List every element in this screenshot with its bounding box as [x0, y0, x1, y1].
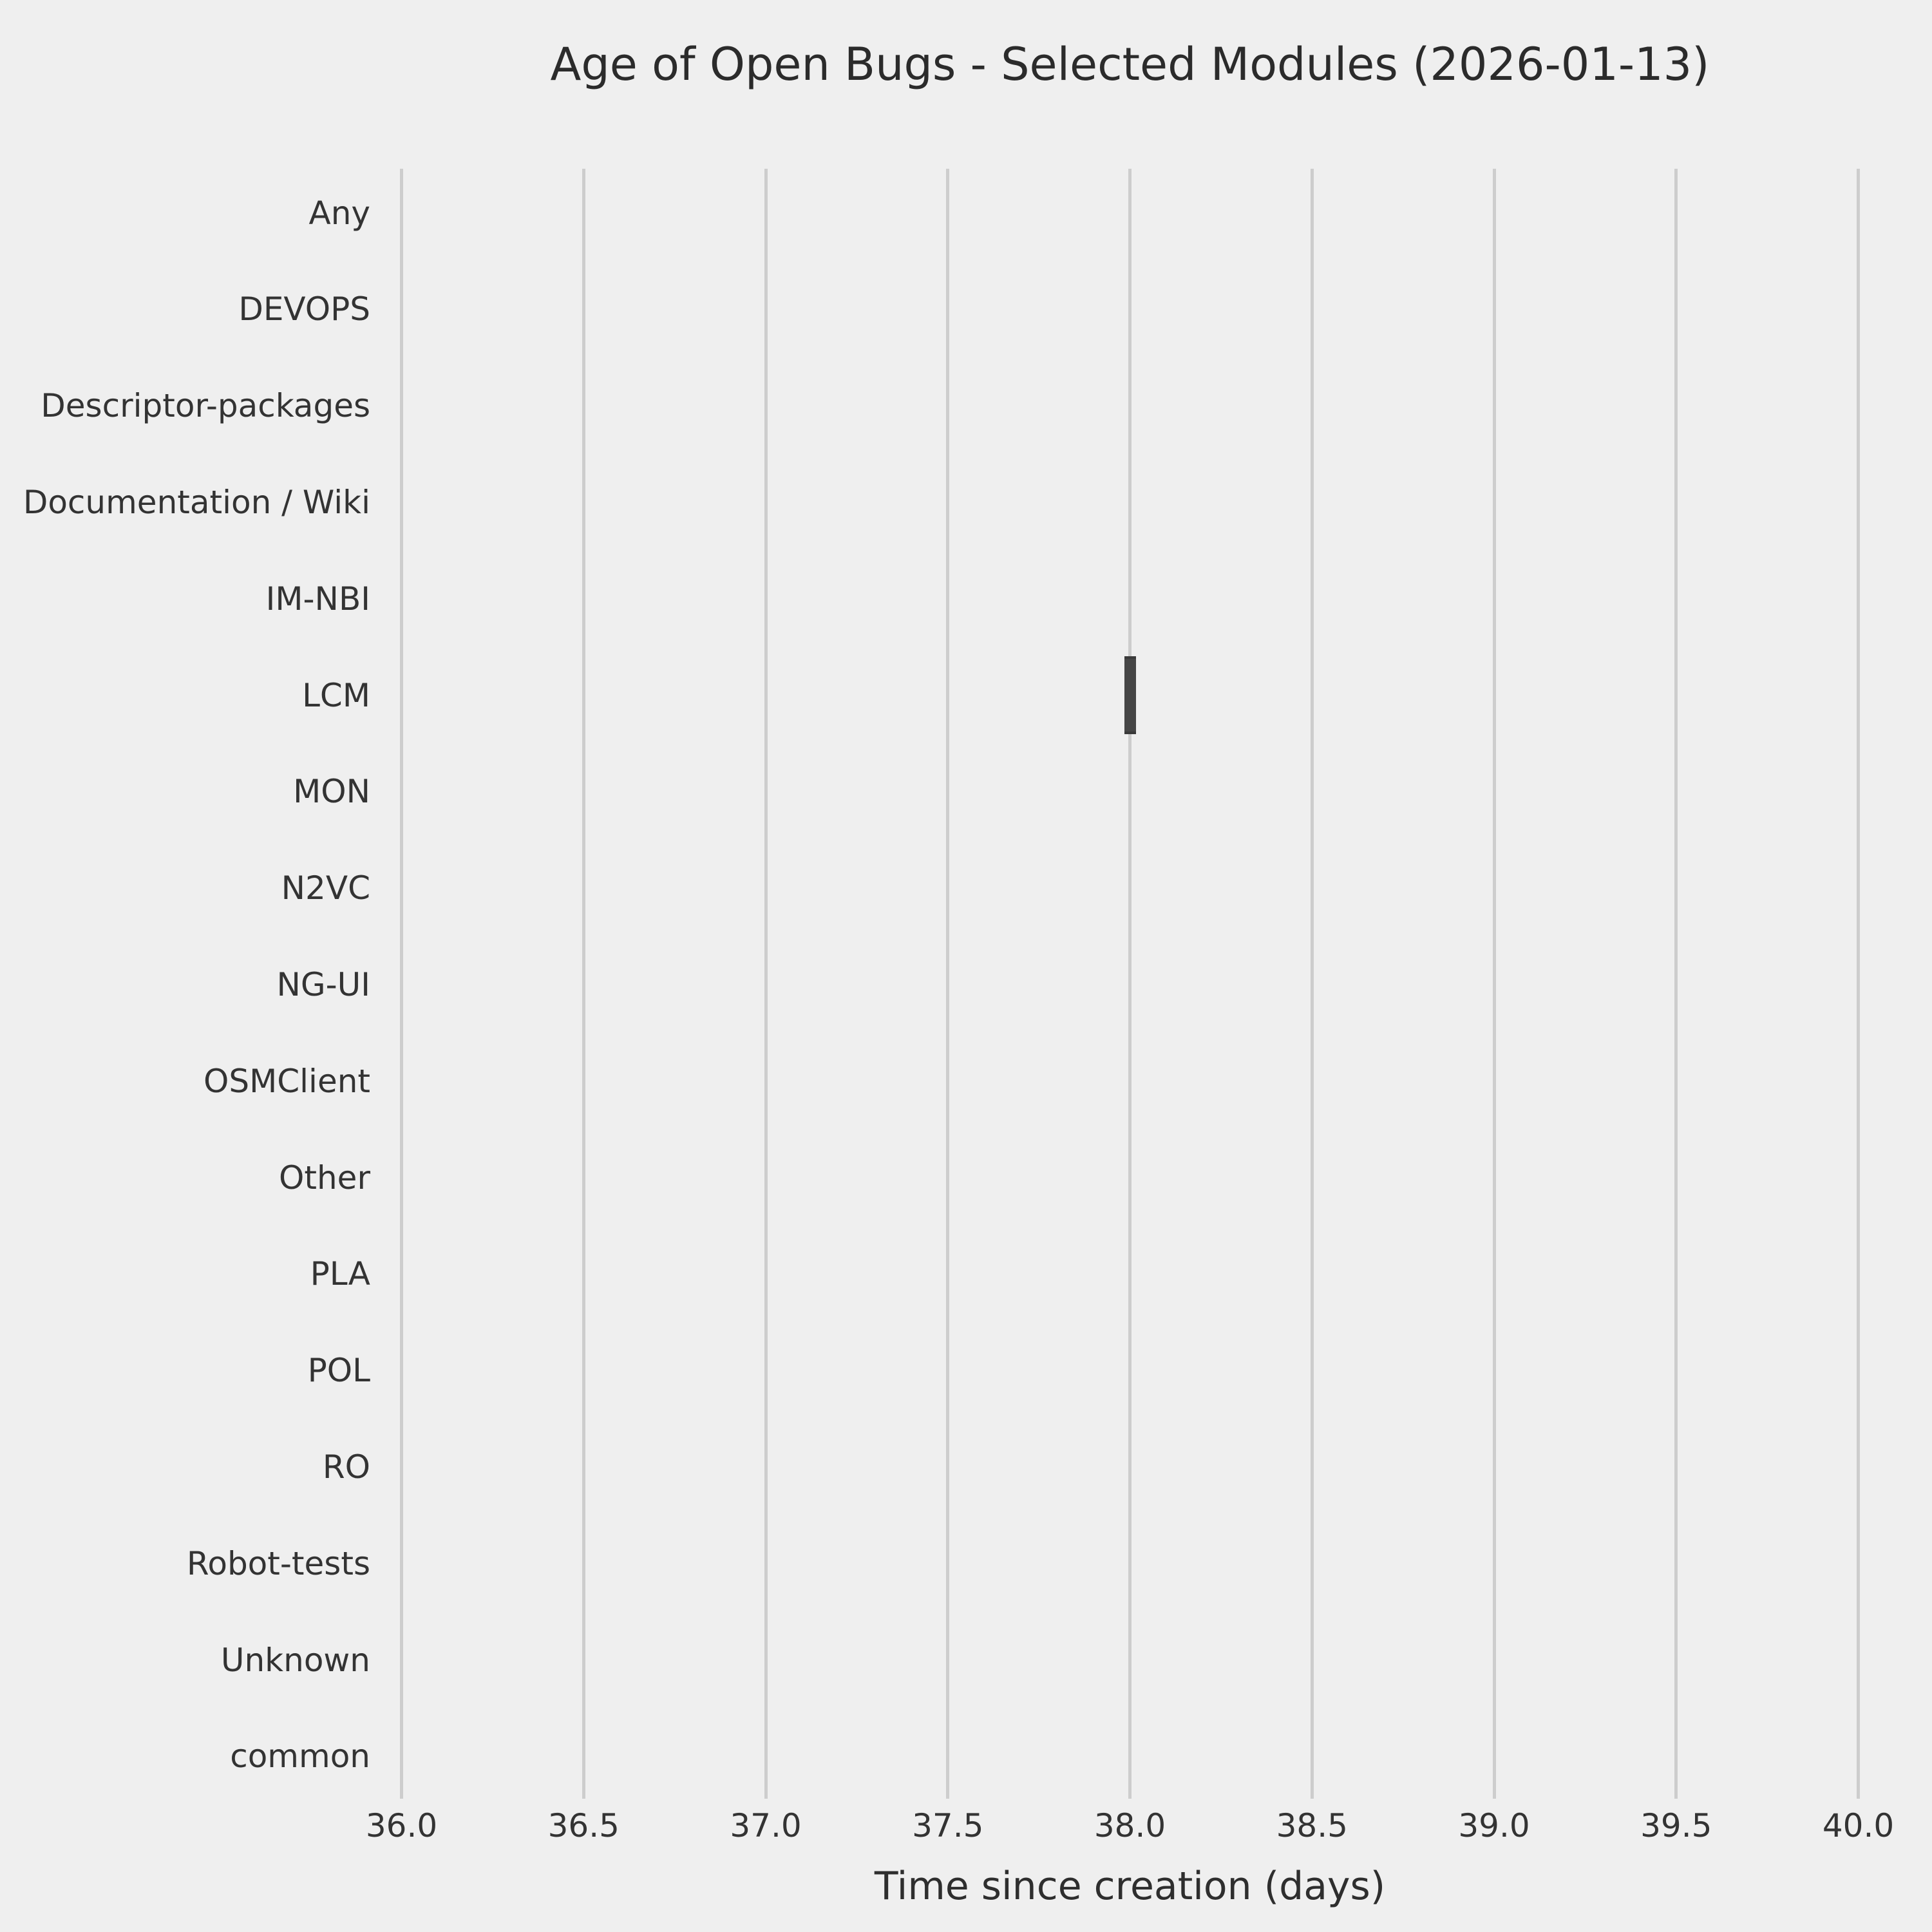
- gridline: [582, 169, 585, 1799]
- y-tick-label: PLA: [310, 1255, 370, 1293]
- gridline: [946, 169, 950, 1799]
- y-tick-label: N2VC: [281, 869, 370, 907]
- gridline: [764, 169, 768, 1799]
- y-tick-label: RO: [322, 1448, 370, 1486]
- boxplot-box-lcm: [1124, 656, 1136, 735]
- gridline: [1128, 169, 1132, 1799]
- y-tick-label: Documentation / Wiki: [23, 484, 370, 521]
- y-tick-label: MON: [293, 773, 370, 811]
- gridline: [1310, 169, 1314, 1799]
- y-tick-label: Robot-tests: [186, 1544, 370, 1582]
- x-tick-label: 37.0: [730, 1807, 802, 1844]
- y-tick-label: Unknown: [220, 1641, 370, 1679]
- gridline: [1492, 169, 1496, 1799]
- y-tick-label: LCM: [302, 676, 370, 714]
- x-tick-label: 39.5: [1640, 1807, 1712, 1844]
- y-tick-label: common: [230, 1738, 370, 1776]
- gridline: [1857, 169, 1860, 1799]
- y-tick-label: NG-UI: [276, 966, 370, 1003]
- x-tick-label: 38.0: [1094, 1807, 1166, 1844]
- y-tick-label: Other: [279, 1159, 370, 1197]
- y-tick-label: OSMClient: [204, 1062, 370, 1100]
- y-tick-label: POL: [307, 1352, 370, 1390]
- x-tick-label: 38.5: [1276, 1807, 1348, 1844]
- y-tick-label: Descriptor-packages: [41, 387, 370, 425]
- chart-title: Age of Open Bugs - Selected Modules (202…: [550, 38, 1710, 91]
- x-tick-label: 36.0: [365, 1807, 438, 1844]
- y-tick-label: Any: [308, 194, 370, 232]
- x-tick-label: 40.0: [1822, 1807, 1895, 1844]
- y-tick-label: IM-NBI: [265, 580, 370, 618]
- gridline: [400, 169, 403, 1799]
- x-tick-label: 37.5: [912, 1807, 984, 1844]
- x-tick-label: 36.5: [547, 1807, 620, 1844]
- x-axis-label: Time since creation (days): [874, 1864, 1386, 1909]
- x-tick-label: 39.0: [1458, 1807, 1530, 1844]
- gridline: [1674, 169, 1678, 1799]
- y-tick-label: DEVOPS: [238, 290, 370, 328]
